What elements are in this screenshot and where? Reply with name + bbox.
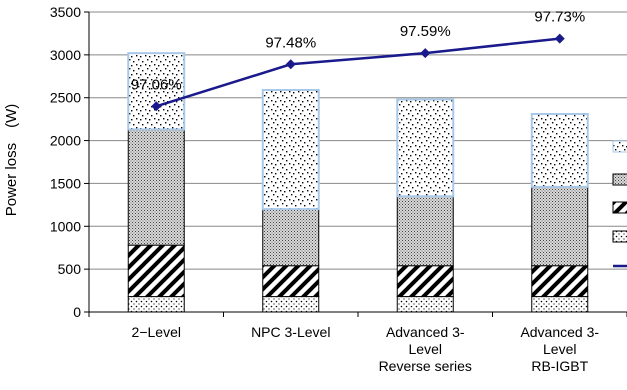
bar-segment-sparse (396, 98, 455, 198)
bar-segment-diagonal (262, 265, 320, 298)
bar-segment-dots (127, 296, 185, 313)
legend-swatch-dense (612, 173, 627, 186)
y-tick-label: 1500 (50, 175, 81, 191)
bar-segment-diagonal (127, 244, 185, 298)
data-label: 97.48% (265, 34, 316, 51)
x-tick-label: Advanced 3- (386, 324, 465, 340)
x-tick-label: Level (409, 341, 442, 357)
efficiency-point (285, 59, 296, 70)
bar-segment-diagonal (396, 265, 454, 298)
efficiency-point (554, 33, 565, 44)
x-tick-label: Reverse series (379, 358, 472, 374)
bar-segment-dense (531, 186, 589, 267)
x-tick-label: Level (543, 341, 576, 357)
y-tick-label: 3500 (50, 4, 81, 20)
y-tick-label: 500 (58, 261, 82, 277)
bar-segment-dense (396, 195, 454, 267)
bar-segment-sparse (261, 89, 320, 211)
bar-segment-sparse (530, 113, 589, 188)
y-axis-label: Power loss (W) (3, 104, 20, 217)
y-tick-label: 3000 (50, 47, 81, 63)
efficiency-line (155, 37, 560, 108)
x-tick-label: Advanced 3- (520, 324, 599, 340)
legend-swatch-sparse (612, 140, 627, 153)
y-tick-label: 2000 (50, 133, 81, 149)
bar-segment-dense (127, 128, 185, 246)
x-tick-label: 2−Level (132, 324, 181, 340)
x-tick-label: NPC 3-Level (251, 324, 330, 340)
y-tick-label: 0 (73, 304, 81, 320)
y-tick-label: 1000 (50, 218, 81, 234)
y-tick-label: 2500 (50, 90, 81, 106)
x-tick-label: RB-IGBT (531, 358, 588, 374)
bars (127, 52, 589, 313)
legend-swatch-dots (612, 230, 627, 243)
data-label: 97.73% (534, 9, 585, 26)
data-label: 97.06% (131, 76, 182, 93)
bar-segment-sparse (127, 52, 186, 131)
bar-segment-diagonal (531, 265, 589, 298)
axes: 0 500 1000 1500 2000 2500 3000 3500 2−Level NPC 3… (50, 4, 627, 374)
bar-segment-dots (396, 296, 454, 313)
data-label: 97.59% (400, 23, 451, 40)
bar-segment-dots (531, 296, 589, 313)
efficiency-point (420, 48, 431, 59)
legend (612, 140, 627, 268)
bar-segment-dense (262, 208, 320, 267)
line-series: 97.06% 97.48% 97.59% 97.73% (131, 9, 585, 112)
efficiency-point (151, 101, 162, 112)
bar-segment-dots (262, 296, 320, 313)
legend-swatch-diagonal (612, 201, 627, 214)
